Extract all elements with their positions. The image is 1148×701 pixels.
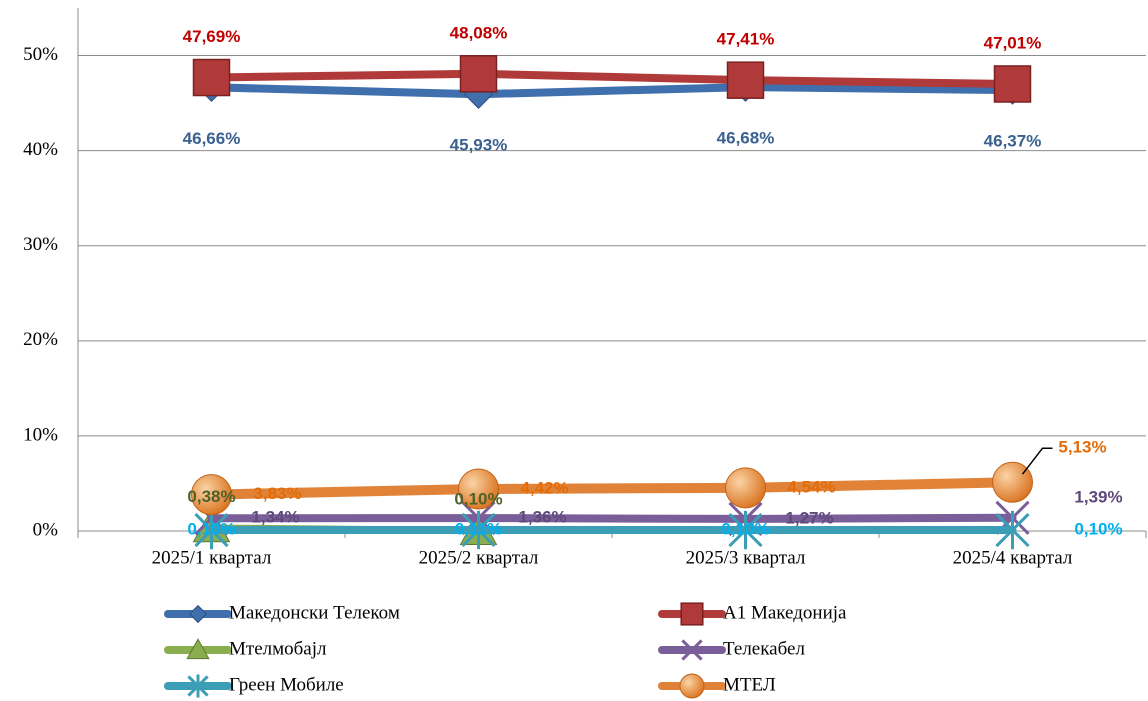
y-tick-label: 10% <box>23 424 58 445</box>
marker <box>725 467 766 509</box>
data-label: 0,10% <box>454 490 502 509</box>
data-label: 3,83% <box>253 484 301 503</box>
marker-shape <box>187 674 209 698</box>
marker <box>995 510 1030 550</box>
y-tick-label: 30% <box>23 234 58 255</box>
marker-shape <box>993 65 1032 103</box>
data-label: 1,34% <box>251 508 299 527</box>
data-label: 0,10% <box>721 520 769 539</box>
data-label: 47,69% <box>183 27 241 46</box>
marker <box>459 55 498 93</box>
series-line <box>207 83 1017 99</box>
marker-shape <box>680 602 704 626</box>
series-line <box>207 513 1017 523</box>
data-label: 1,39% <box>1074 487 1122 506</box>
marker-shape <box>458 468 499 510</box>
legend-label: Телекабел <box>723 638 805 659</box>
data-label: 0,11% <box>455 519 502 538</box>
legend-label: Греен Мобиле <box>229 674 344 695</box>
marker <box>680 602 704 626</box>
marker <box>681 639 703 661</box>
marker-shape <box>461 510 496 550</box>
data-label: 4,42% <box>520 478 568 497</box>
marker-shape <box>194 510 229 550</box>
x-tick-label: 2025/3 квартал <box>686 547 806 568</box>
data-label: 47,01% <box>984 33 1042 52</box>
marker <box>187 674 209 698</box>
marker <box>191 474 232 516</box>
data-label: 46,37% <box>984 132 1042 151</box>
data-label: 4,54% <box>787 477 835 496</box>
data-label: 0,38% <box>187 487 235 506</box>
series-line <box>206 477 1018 500</box>
leader-line <box>1021 447 1053 475</box>
marker-shape <box>725 467 766 509</box>
marker <box>188 604 208 624</box>
marker <box>679 673 705 699</box>
marker <box>458 468 499 510</box>
y-tick-label: 20% <box>23 329 58 350</box>
legend-label: Македонски Телеком <box>229 602 400 623</box>
x-tick-label: 2025/4 квартал <box>953 547 1073 568</box>
marker-shape <box>188 604 208 624</box>
marker-shape <box>186 638 210 660</box>
marker-shape <box>192 58 231 97</box>
data-label: 0,10% <box>187 520 235 539</box>
marker-shape <box>726 61 765 99</box>
data-label: 1,36% <box>518 508 566 527</box>
data-label: 46,68% <box>717 129 775 148</box>
data-label: 47,41% <box>717 30 775 49</box>
data-label: 5,13% <box>1058 438 1106 457</box>
marker-shape <box>679 673 705 699</box>
marker-shape <box>992 461 1033 503</box>
marker <box>993 65 1032 103</box>
data-label: 0,10% <box>1074 520 1122 539</box>
marker <box>992 461 1033 503</box>
data-label: 45,93% <box>450 136 508 155</box>
data-label: 1,27% <box>785 508 833 527</box>
y-tick-label: 50% <box>23 44 58 65</box>
marker-shape <box>728 510 763 550</box>
marker-shape <box>459 55 498 93</box>
marker <box>461 510 496 550</box>
marker <box>726 61 765 99</box>
series-line <box>207 69 1017 88</box>
x-tick-label: 2025/2 квартал <box>419 547 539 568</box>
x-tick-label: 2025/1 квартал <box>152 547 272 568</box>
data-label: 46,66% <box>183 129 241 148</box>
marker <box>194 510 229 550</box>
marker-shape <box>995 510 1030 550</box>
legend-label: А1 Македонија <box>723 602 847 623</box>
marker-shape <box>191 474 232 516</box>
marker-shape <box>681 639 703 661</box>
y-tick-label: 40% <box>23 139 58 160</box>
data-label: 48,08% <box>450 23 508 42</box>
legend-label: Мтелмобајл <box>229 638 327 659</box>
y-tick-label: 0% <box>33 519 59 540</box>
legend-label: МТЕЛ <box>723 674 776 695</box>
marker <box>186 638 210 660</box>
marker <box>192 58 231 97</box>
marker <box>728 510 763 550</box>
